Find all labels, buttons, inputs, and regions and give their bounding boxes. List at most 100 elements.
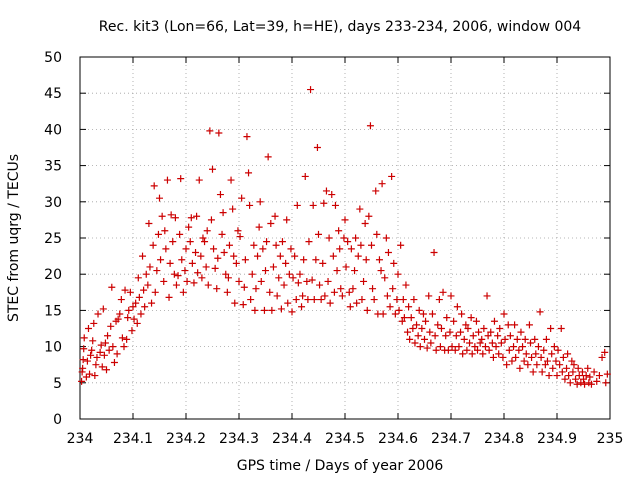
x-tick-label: 234.3 — [219, 431, 259, 447]
data-point — [460, 335, 468, 343]
data-point — [434, 321, 442, 329]
data-point — [204, 281, 212, 289]
data-point — [368, 241, 375, 249]
data-point — [386, 303, 394, 311]
data-point — [453, 303, 461, 311]
data-point — [287, 245, 295, 253]
data-points — [78, 86, 611, 388]
data-point — [352, 234, 360, 242]
data-point — [99, 305, 107, 313]
data-point — [109, 343, 117, 351]
data-point — [356, 205, 364, 213]
data-point — [432, 346, 440, 354]
data-point — [218, 230, 226, 238]
data-point — [430, 248, 438, 256]
data-point — [328, 191, 336, 199]
data-point — [447, 292, 455, 300]
data-point — [255, 223, 263, 231]
data-point — [313, 144, 321, 151]
data-point — [172, 281, 180, 289]
data-point — [322, 187, 330, 195]
data-point — [126, 288, 134, 296]
data-point — [405, 303, 413, 311]
data-point — [188, 259, 196, 267]
data-point — [225, 241, 233, 249]
data-point — [171, 214, 179, 222]
data-point — [91, 372, 99, 380]
data-point — [84, 325, 92, 332]
data-point — [145, 220, 153, 228]
data-point — [130, 315, 138, 323]
data-point — [114, 315, 122, 323]
data-point — [320, 199, 328, 207]
data-point — [397, 241, 405, 249]
data-point — [321, 292, 329, 300]
data-point — [584, 364, 592, 372]
data-point — [550, 343, 558, 351]
data-point — [505, 346, 513, 354]
x-tick-label: 234.8 — [484, 431, 524, 447]
data-point — [574, 364, 582, 372]
data-point — [506, 332, 514, 340]
data-point — [510, 343, 518, 351]
data-point — [177, 175, 185, 183]
data-point — [587, 380, 595, 388]
data-point — [80, 345, 88, 353]
data-point — [411, 339, 419, 347]
data-point — [243, 133, 251, 141]
data-point — [443, 314, 451, 322]
data-point — [536, 308, 544, 316]
data-point — [476, 339, 484, 347]
data-point — [176, 230, 184, 238]
data-point — [220, 248, 228, 256]
data-point — [312, 256, 320, 264]
data-point — [373, 230, 381, 238]
data-point — [471, 343, 479, 351]
data-point — [365, 212, 373, 220]
data-point — [215, 129, 223, 137]
data-point — [483, 292, 491, 300]
data-point — [400, 314, 408, 322]
data-point — [415, 306, 423, 314]
data-point — [468, 350, 476, 358]
data-point — [515, 346, 523, 354]
data-point — [381, 274, 389, 282]
data-point — [375, 256, 383, 264]
data-point — [133, 319, 141, 327]
data-point — [577, 379, 585, 387]
data-point — [268, 306, 276, 314]
x-tick-labels: 234 234.1 234.2 234.3 234.4 234.5 234.6 234.7 23… — [67, 431, 624, 447]
data-point — [335, 227, 343, 235]
data-point — [428, 310, 436, 318]
data-point — [519, 343, 527, 351]
data-point — [402, 281, 410, 289]
data-point — [319, 259, 327, 267]
y-tick-label: 35 — [44, 159, 62, 175]
data-point — [418, 325, 426, 332]
data-point — [467, 314, 475, 322]
data-point — [511, 321, 519, 329]
data-point — [363, 306, 371, 314]
data-point — [276, 252, 284, 260]
data-point — [104, 332, 112, 340]
data-point — [193, 212, 201, 220]
data-point — [245, 169, 253, 177]
data-point — [366, 122, 374, 130]
data-point — [426, 328, 434, 336]
data-point — [450, 317, 458, 325]
data-point — [105, 346, 113, 354]
data-point — [304, 296, 312, 304]
data-point — [556, 361, 564, 369]
data-point — [557, 325, 565, 332]
data-point — [553, 372, 561, 380]
data-point — [437, 325, 445, 332]
data-point — [346, 303, 354, 311]
data-point — [195, 176, 203, 184]
data-point — [167, 211, 175, 219]
data-point — [101, 339, 109, 347]
data-point — [134, 274, 142, 282]
data-point — [190, 279, 198, 287]
data-point — [266, 288, 274, 296]
data-point — [484, 332, 492, 340]
data-point — [360, 277, 368, 285]
